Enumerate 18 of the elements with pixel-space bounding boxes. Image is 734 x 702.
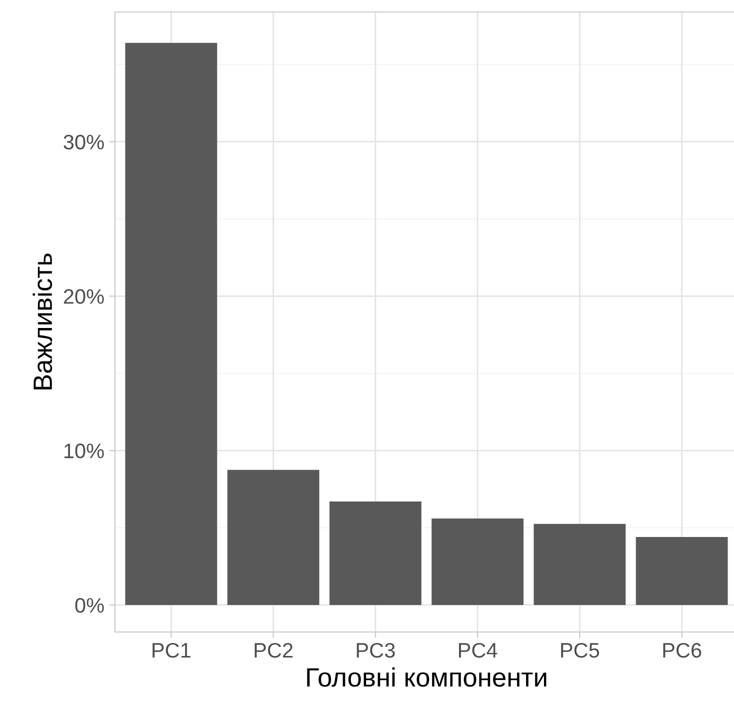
y-tick-label: 0%: [75, 598, 104, 613]
x-tick-label: PC6: [663, 642, 702, 658]
bar: [432, 518, 524, 605]
bar: [534, 524, 626, 605]
x-tick-label: PC2: [254, 642, 293, 658]
bar: [227, 470, 320, 605]
bar: [329, 502, 422, 605]
x-tick-label: PC4: [459, 642, 498, 658]
bar: [636, 537, 728, 605]
y-tick-label: 10%: [64, 444, 104, 458]
y-axis-title: Важливість: [32, 254, 52, 390]
x-axis-title: Головні компоненти: [307, 667, 546, 687]
y-tick-label: 30%: [64, 134, 104, 150]
x-tick-label: PC1: [152, 642, 190, 658]
x-tick-label: PC3: [356, 642, 395, 658]
x-tick-label: PC5: [561, 642, 600, 658]
y-tick-label: 20%: [64, 289, 104, 304]
bar: [125, 42, 218, 605]
